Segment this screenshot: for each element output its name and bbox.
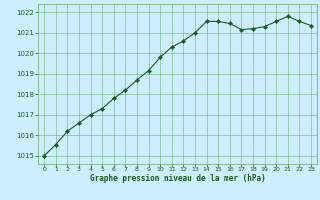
X-axis label: Graphe pression niveau de la mer (hPa): Graphe pression niveau de la mer (hPa): [90, 174, 266, 183]
